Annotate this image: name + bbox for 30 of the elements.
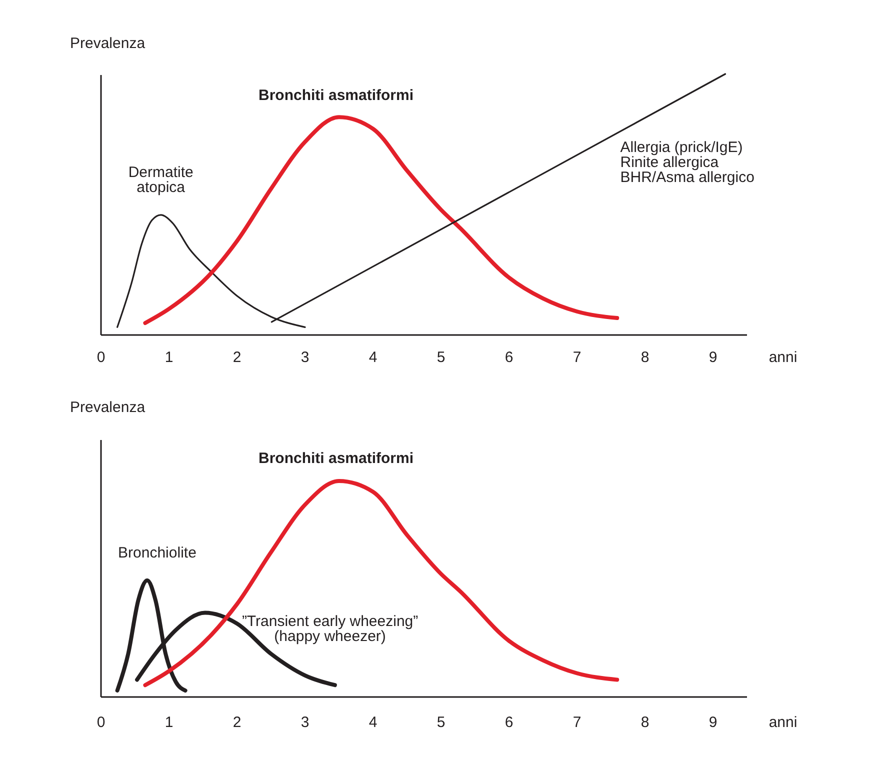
- x-tick-label: 9: [708, 714, 718, 731]
- series-label: ”Transient early wheezing” (happy wheezer): [242, 612, 418, 645]
- x-tick-label: 2: [232, 714, 242, 731]
- x-tick-label: 1: [164, 714, 174, 731]
- x-tick-label: 7: [572, 349, 582, 366]
- x-tick-label: 2: [232, 349, 242, 366]
- series-label: Bronchiti asmatiformi: [258, 450, 414, 467]
- x-tick-label: 5: [436, 714, 446, 731]
- series-label: Allergia (prick/IgE) Rinite allergica BHR/Asma allergico: [620, 139, 754, 186]
- x-tick-label: 6: [504, 714, 514, 731]
- y-axis-title: Prevalenza: [70, 399, 146, 416]
- x-tick-label: 4: [368, 714, 378, 731]
- x-tick-label: 0: [96, 349, 106, 366]
- x-tick-label: 5: [436, 349, 446, 366]
- x-axis-title: anni: [768, 349, 798, 366]
- x-tick-label: 6: [504, 349, 514, 366]
- series-label: Bronchiti asmatiformi: [258, 87, 414, 104]
- x-tick-label: 8: [640, 349, 650, 366]
- x-tick-label: 4: [368, 349, 378, 366]
- x-tick-label: 7: [572, 714, 582, 731]
- x-tick-label: 3: [300, 714, 310, 731]
- x-tick-label: 0: [96, 714, 106, 731]
- x-tick-label: 9: [708, 349, 718, 366]
- x-tick-label: 1: [164, 349, 174, 366]
- x-tick-label: 3: [300, 349, 310, 366]
- y-axis-title: Prevalenza: [70, 35, 146, 52]
- x-axis-title: anni: [768, 714, 798, 731]
- text: Dermatite atopica: [128, 164, 194, 196]
- series-label: Bronchiolite: [118, 544, 196, 562]
- x-tick-label: 8: [640, 714, 650, 731]
